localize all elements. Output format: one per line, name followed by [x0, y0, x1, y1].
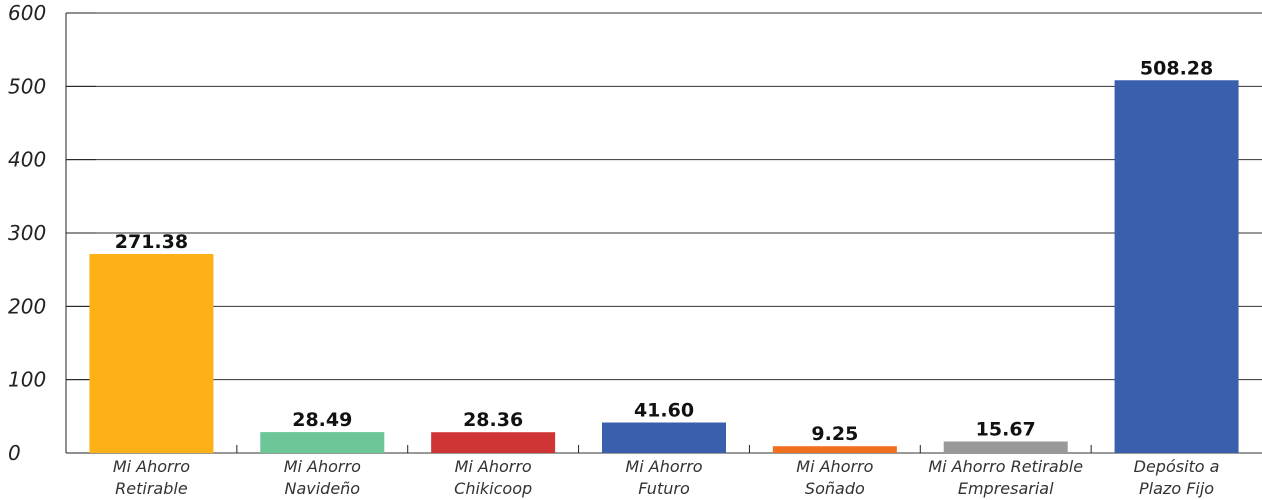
x-tick-label-line: Mi Ahorro: [625, 457, 702, 476]
x-tick-label-line: Mi Ahorro: [284, 457, 361, 476]
bar: [772, 446, 897, 453]
x-tick-label-line: Retirable: [115, 479, 188, 498]
x-tick-label-line: Empresarial: [958, 479, 1054, 498]
y-tick-label: 500: [8, 74, 46, 98]
y-tick-label: 0: [8, 441, 21, 465]
bar: [431, 432, 556, 453]
x-tick-label-line: Plazo Fijo: [1139, 479, 1214, 498]
y-tick-label: 200: [8, 294, 46, 318]
data-label: 9.25: [811, 423, 858, 445]
x-tick-label-line: Mi Ahorro: [113, 457, 190, 476]
x-tick-label: Depósito a Plazo Fijo: [1134, 457, 1220, 498]
data-labels: 271.38 28.49 28.36 41.60 9.25 15.67 508.28: [115, 57, 1213, 445]
y-tick-label: 300: [8, 221, 46, 245]
x-tick-label-line: Navideño: [284, 479, 360, 498]
x-tick-label: Mi Ahorro Retirable Empresarial: [928, 457, 1083, 498]
x-tick-label: Mi Ahorro Futuro: [625, 457, 702, 498]
data-label: 15.67: [976, 419, 1036, 441]
x-tick-label: Mi Ahorro Navideño: [284, 457, 361, 498]
x-tick-label-line: Soñado: [805, 479, 865, 498]
x-tick-label-line: Mi Ahorro Retirable: [928, 457, 1083, 476]
x-tick-label: Mi Ahorro Soñado: [796, 457, 873, 498]
y-axis-ticks: 0 100 200 300 400 500 600: [8, 1, 46, 465]
x-tick-label-line: Depósito a: [1134, 457, 1220, 476]
x-tick-label: Mi Ahorro Chikicoop: [454, 457, 532, 498]
y-tick-label: 600: [8, 1, 46, 25]
bar: [260, 432, 385, 453]
x-tick-label-line: Mi Ahorro: [796, 457, 873, 476]
data-label: 508.28: [1140, 57, 1213, 79]
bar: [602, 422, 726, 453]
bars: [89, 80, 1239, 454]
bar: [89, 253, 214, 453]
x-tick-label: Mi Ahorro Retirable: [113, 457, 190, 498]
y-tick-label: 100: [8, 368, 46, 392]
data-label: 41.60: [634, 399, 694, 421]
x-tick-label-line: Chikicoop: [454, 479, 532, 498]
x-tick-label-line: Futuro: [638, 479, 690, 498]
data-label: 271.38: [115, 231, 188, 253]
data-label: 28.49: [292, 409, 352, 431]
data-label: 28.36: [463, 409, 523, 431]
bar: [943, 441, 1068, 453]
gridlines: [65, 12, 1262, 454]
x-tick-label-line: Mi Ahorro: [455, 457, 532, 476]
y-tick-label: 400: [8, 148, 46, 172]
bar: [1114, 80, 1239, 454]
